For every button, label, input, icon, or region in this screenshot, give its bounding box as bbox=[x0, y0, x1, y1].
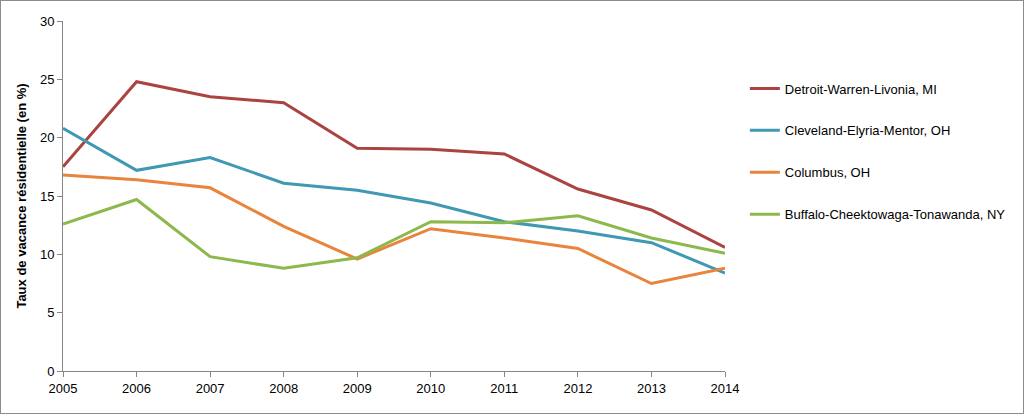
svg-text:2008: 2008 bbox=[269, 381, 298, 396]
svg-text:30: 30 bbox=[40, 14, 54, 29]
svg-text:Buffalo-Cheektowaga-Tonawanda,: Buffalo-Cheektowaga-Tonawanda, NY bbox=[785, 207, 1006, 222]
svg-text:5: 5 bbox=[47, 305, 54, 320]
svg-text:Taux de vacance résidentielle: Taux de vacance résidentielle (en %) bbox=[14, 83, 29, 308]
svg-text:2012: 2012 bbox=[563, 381, 592, 396]
svg-text:2010: 2010 bbox=[416, 381, 445, 396]
svg-text:0: 0 bbox=[47, 364, 54, 379]
svg-text:25: 25 bbox=[40, 72, 54, 87]
svg-text:Detroit-Warren-Livonia, MI: Detroit-Warren-Livonia, MI bbox=[785, 82, 937, 97]
svg-text:10: 10 bbox=[40, 247, 54, 262]
svg-text:Columbus, OH: Columbus, OH bbox=[785, 165, 870, 180]
svg-text:15: 15 bbox=[40, 189, 54, 204]
svg-text:2006: 2006 bbox=[122, 381, 151, 396]
svg-text:2007: 2007 bbox=[196, 381, 225, 396]
svg-text:2014: 2014 bbox=[711, 381, 740, 396]
svg-text:2011: 2011 bbox=[490, 381, 518, 396]
svg-text:2005: 2005 bbox=[49, 381, 78, 396]
svg-text:2013: 2013 bbox=[637, 381, 666, 396]
svg-text:2009: 2009 bbox=[343, 381, 372, 396]
svg-text:Cleveland-Elyria-Mentor, OH: Cleveland-Elyria-Mentor, OH bbox=[785, 123, 950, 138]
svg-text:20: 20 bbox=[40, 130, 54, 145]
